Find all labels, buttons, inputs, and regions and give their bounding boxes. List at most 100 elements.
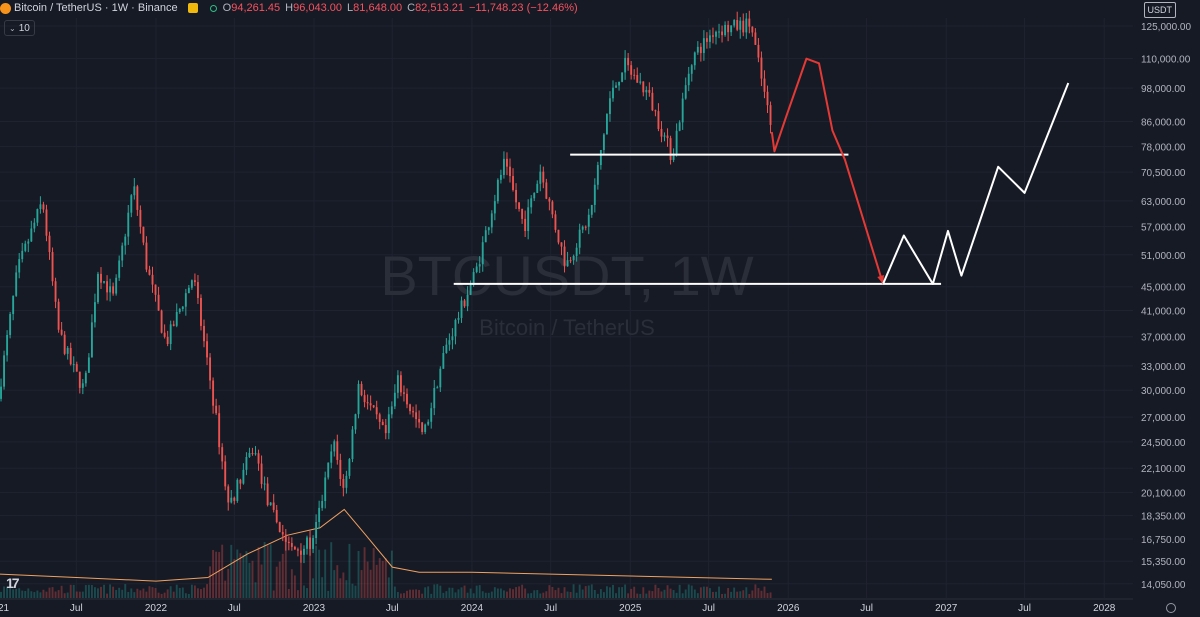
volume-bar	[433, 584, 436, 598]
candle-body	[269, 502, 272, 506]
volume-bar	[230, 544, 233, 598]
candle-body	[78, 371, 81, 388]
candle-body	[448, 340, 451, 345]
volume-bar	[203, 587, 205, 598]
time-tick-label: Jul	[228, 603, 241, 614]
time-tick-label: 2028	[1093, 603, 1116, 614]
candle-body	[339, 459, 342, 479]
volume-bar	[109, 584, 112, 598]
volume-bar	[69, 584, 72, 598]
volume-bar	[21, 590, 24, 598]
volume-bar	[445, 591, 448, 598]
candle-body	[372, 405, 375, 408]
volume-bar	[296, 590, 299, 598]
volume-bar	[33, 592, 36, 598]
candle-body	[387, 414, 390, 434]
volume-bar	[209, 566, 212, 598]
candle-body	[739, 20, 742, 30]
candle-body	[130, 195, 133, 213]
candle-body	[766, 91, 769, 106]
volume-bar	[272, 590, 275, 598]
time-tick-label: Jul	[544, 603, 557, 614]
candle-body	[599, 149, 602, 166]
price-tick-label: 24,500.00	[1141, 438, 1186, 449]
volume-bar	[463, 585, 466, 598]
volume-bar	[466, 592, 469, 598]
forecast-drop-path	[770, 57, 885, 285]
candle-body	[296, 549, 299, 551]
volume-bar	[666, 585, 669, 598]
candle-body	[369, 403, 372, 406]
volume-bar	[103, 584, 105, 598]
candle-body	[399, 375, 402, 393]
candle-body	[54, 281, 57, 302]
candle-body	[330, 451, 333, 463]
candle-body	[721, 31, 723, 36]
candle-body	[318, 507, 321, 522]
price-tick-label: 45,000.00	[1141, 283, 1186, 294]
candle-body	[678, 122, 681, 131]
candle-body	[72, 364, 75, 366]
candle-body	[154, 284, 157, 295]
candle-body	[142, 226, 145, 243]
volume-bar	[184, 593, 187, 598]
volume-bar	[709, 588, 711, 598]
candle-body	[760, 57, 763, 79]
volume-bar	[248, 562, 251, 598]
candle-body	[124, 236, 127, 246]
price-tick-label: 98,000.00	[1141, 84, 1186, 95]
volume-bar	[318, 549, 321, 598]
candle-body	[615, 85, 617, 88]
candle-body	[236, 479, 239, 501]
currency-label[interactable]: USDT	[1143, 2, 1176, 18]
volume-bar	[557, 587, 560, 598]
symbol-title[interactable]: Bitcoin / TetherUS · 1W · Binance	[14, 2, 178, 14]
volume-bar	[387, 577, 390, 598]
volume-bar	[639, 593, 642, 598]
volume-bar	[654, 584, 657, 598]
alert-icon[interactable]	[187, 3, 198, 13]
candle-body	[627, 57, 630, 66]
candle-body	[0, 386, 2, 399]
volume-bar	[166, 589, 169, 598]
candle-body	[451, 336, 454, 341]
volume-bar	[645, 593, 648, 598]
volume-bar	[469, 588, 472, 598]
price-tick-label: 14,050.00	[1141, 580, 1186, 591]
price-tick-label: 22,100.00	[1141, 464, 1186, 475]
candle-body	[290, 543, 293, 547]
volume-bar	[475, 585, 478, 598]
candle-body	[45, 209, 48, 236]
candle-body	[224, 461, 227, 487]
volume-bar	[39, 592, 42, 598]
candle-body	[94, 302, 96, 323]
candle-body	[681, 98, 684, 123]
volume-bar	[27, 588, 30, 598]
volume-bar	[75, 591, 78, 598]
candle-body	[248, 453, 251, 458]
volume-bar	[584, 586, 587, 598]
candle-body	[757, 44, 760, 58]
gear-icon[interactable]	[1166, 603, 1176, 613]
volume-bar	[348, 543, 351, 598]
volume-bar	[721, 593, 723, 598]
volume-bar	[712, 591, 714, 598]
candle-body	[27, 241, 30, 244]
candle-body	[60, 329, 63, 335]
candle-body	[487, 227, 490, 231]
volume-bar	[45, 591, 48, 598]
volume-bar	[193, 585, 196, 598]
candle-body	[584, 226, 587, 228]
volume-bar	[290, 569, 293, 598]
volume-bars	[0, 538, 772, 598]
volume-bar	[521, 584, 524, 598]
volume-bar	[57, 590, 60, 598]
candle-body	[187, 287, 190, 294]
volume-bar	[509, 588, 511, 598]
candle-body	[581, 226, 584, 230]
volume-indicator-chip[interactable]: ⌄ 10	[4, 20, 35, 36]
volume-bar	[187, 593, 190, 598]
volume-bar	[357, 550, 360, 598]
candle-body	[569, 260, 572, 262]
